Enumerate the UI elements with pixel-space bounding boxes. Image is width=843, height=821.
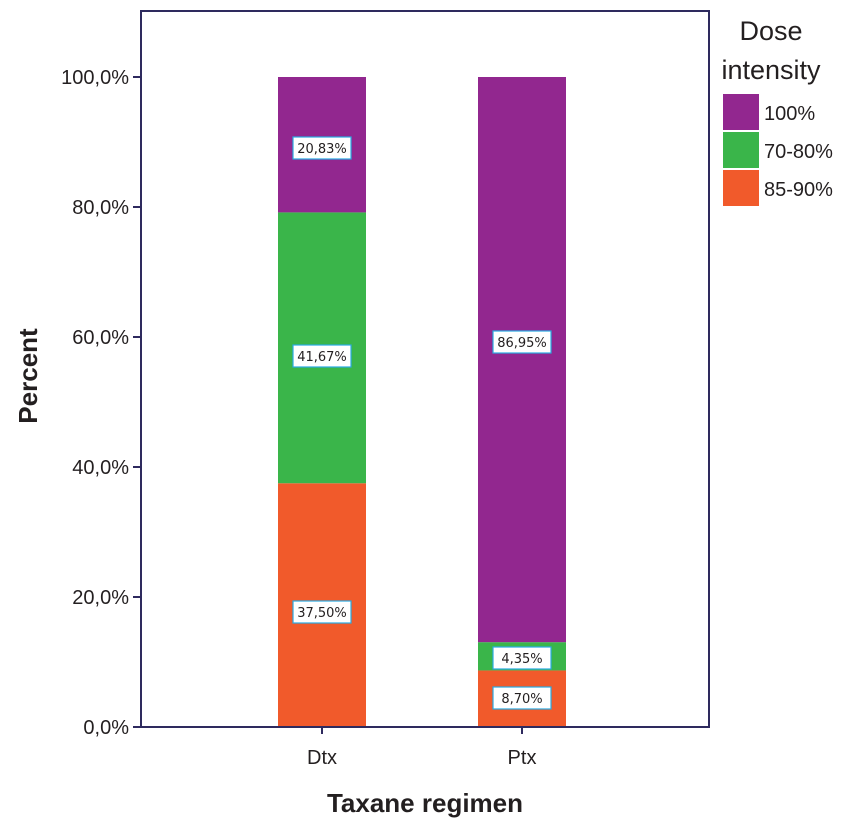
data-label: 4,35% [492, 646, 552, 670]
plot-frame [140, 10, 710, 728]
x-axis-title: Taxane regimen [327, 788, 523, 818]
legend-label: 85-90% [764, 179, 833, 201]
y-tick-label: 0,0% [83, 717, 129, 739]
axis-layer: 0,0% 20,0% 40,0% 60,0% 80,0% 100,0% Dtx Ptx [61, 67, 536, 769]
data-label: 37,50% [292, 600, 352, 624]
y-tick-label: 60,0% [72, 327, 129, 349]
legend-title: intensity [721, 55, 821, 85]
bars-layer: 37,50% 41,67% 20,83% 8,70% 4,35% 86,95% [278, 77, 566, 727]
y-tick-label: 20,0% [72, 587, 129, 609]
y-tick-label: 40,0% [72, 457, 129, 479]
data-label-box [292, 136, 352, 160]
y-axis-title: Percent [13, 328, 43, 424]
data-label-box [492, 686, 552, 710]
legend-title: Dose [739, 16, 802, 46]
y-tick-label: 100,0% [61, 67, 129, 89]
legend-label: 100% [764, 103, 815, 125]
data-label: 20,83% [292, 136, 352, 160]
data-label-text: 4,35% [501, 652, 542, 667]
legend: Dose intensity 100% 70-80% 85-90% [721, 16, 833, 206]
data-label-text: 20,83% [297, 142, 347, 157]
legend-swatch [723, 170, 759, 206]
data-label-box [492, 330, 552, 354]
legend-swatch [723, 94, 759, 130]
data-label-text: 37,50% [297, 606, 347, 621]
data-label-box [292, 600, 352, 624]
data-label-box [492, 646, 552, 670]
data-label-text: 86,95% [497, 336, 547, 351]
data-label: 86,95% [492, 330, 552, 354]
bar-segment [478, 77, 566, 643]
x-tick-label: Dtx [307, 747, 337, 769]
legend-swatch [723, 132, 759, 168]
data-label-text: 8,70% [501, 692, 542, 707]
data-label-text: 41,67% [297, 350, 347, 365]
data-label: 8,70% [492, 686, 552, 710]
data-label-box [292, 344, 352, 368]
x-tick-label: Ptx [508, 747, 537, 769]
legend-label: 70-80% [764, 141, 833, 163]
y-tick-label: 80,0% [72, 197, 129, 219]
data-label: 41,67% [292, 344, 352, 368]
